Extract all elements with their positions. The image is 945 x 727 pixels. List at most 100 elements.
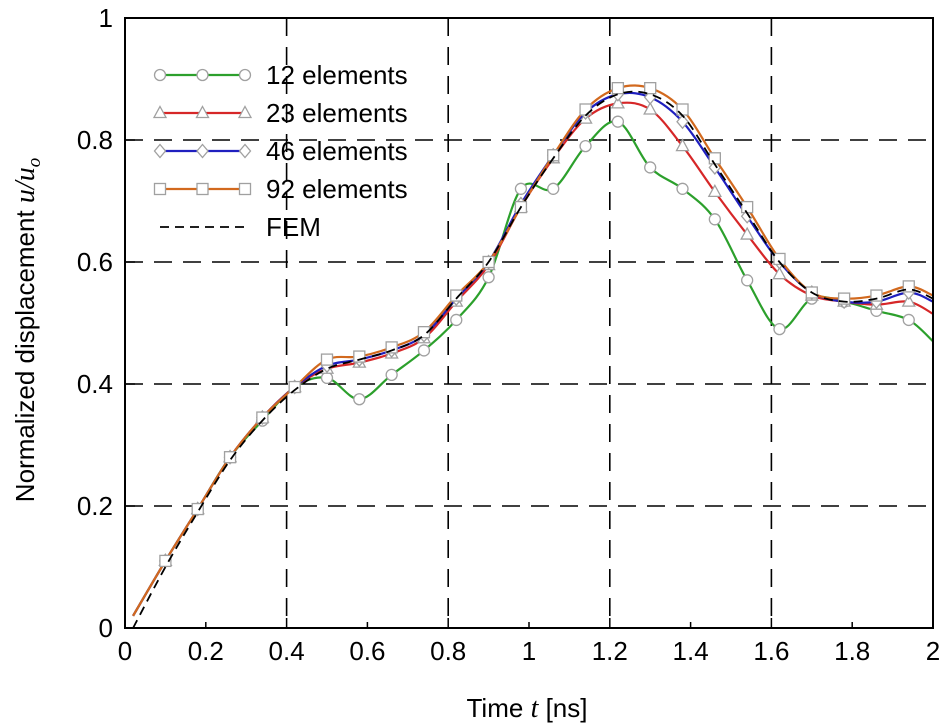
- legend-marker: [153, 68, 167, 82]
- data-point: [353, 393, 366, 406]
- data-point: [191, 502, 204, 516]
- data-point: [547, 149, 560, 162]
- data-point: [707, 183, 722, 198]
- series-12-elements: [132, 115, 934, 617]
- legend-label: 23 elements: [266, 98, 408, 128]
- data-point: [320, 371, 334, 385]
- series-layer: [132, 82, 934, 629]
- legend-marker: [196, 68, 209, 82]
- data-point: [741, 200, 754, 214]
- x-tick-label: 0.8: [430, 636, 466, 666]
- x-tick-label: 0: [118, 636, 132, 666]
- series-line: [132, 91, 934, 617]
- grid: [125, 18, 933, 628]
- series-fem: [132, 90, 934, 629]
- legend-item: FEM: [160, 212, 321, 242]
- data-point: [676, 114, 689, 130]
- legend-item: 23 elements: [152, 98, 408, 128]
- legend-item: 92 elements: [153, 174, 408, 204]
- data-point: [385, 368, 398, 382]
- data-point: [643, 101, 658, 115]
- legend-marker: [238, 143, 252, 159]
- data-point: [772, 266, 787, 280]
- data-point: [482, 271, 495, 284]
- data-point: [773, 322, 786, 336]
- data-point: [159, 554, 172, 568]
- y-tick-label: 0.4: [77, 369, 113, 399]
- data-point: [676, 103, 689, 116]
- y-tick-label: 1: [99, 3, 113, 33]
- data-point: [417, 325, 431, 339]
- data-point: [579, 139, 592, 153]
- data-point: [708, 152, 721, 165]
- data-point: [610, 95, 625, 109]
- x-tick-label: 0.2: [188, 636, 224, 666]
- data-point: [740, 226, 755, 240]
- x-tick-label: 1.2: [592, 636, 628, 666]
- data-point: [320, 353, 334, 366]
- data-point: [837, 292, 851, 305]
- x-tick-label: 1.6: [753, 636, 789, 666]
- data-point: [353, 350, 366, 363]
- data-point: [417, 344, 431, 357]
- y-tick-label: 0.2: [77, 491, 113, 521]
- data-point: [450, 289, 463, 302]
- x-tick-label: 0.6: [349, 636, 385, 666]
- data-point: [741, 274, 754, 287]
- legend-label: FEM: [266, 212, 321, 242]
- data-point: [773, 252, 786, 266]
- data-point: [611, 82, 625, 95]
- data-point: [901, 293, 916, 307]
- data-point: [611, 115, 625, 128]
- x-axis-title-prefix: Time: [467, 693, 531, 723]
- series-46-elements: [132, 86, 934, 617]
- x-tick-label: 1.4: [673, 636, 709, 666]
- legend-marker: [237, 105, 253, 119]
- legend-item: 12 elements: [153, 60, 408, 90]
- x-tick-label: 1.8: [834, 636, 870, 666]
- x-tick-label: 0.4: [269, 636, 305, 666]
- legend-marker: [195, 105, 210, 119]
- legend-marker: [238, 68, 252, 82]
- x-axis-title-suffix: [ns]: [538, 693, 587, 723]
- x-tick-label: 2: [926, 636, 940, 666]
- legend-label: 12 elements: [266, 60, 408, 90]
- data-point: [676, 182, 689, 195]
- x-axis-title-variable: t: [531, 693, 540, 724]
- y-axis-title-subscript: o: [24, 158, 45, 168]
- legend: 12 elements 23 elements 46 elements 92 elem…: [152, 60, 408, 242]
- data-point: [708, 213, 721, 226]
- data-point: [256, 411, 269, 424]
- data-point: [579, 103, 592, 116]
- data-point: [675, 138, 690, 152]
- data-point: [902, 313, 915, 327]
- legend-marker: [238, 182, 252, 196]
- legend-marker: [196, 143, 209, 159]
- legend-marker: [196, 182, 209, 196]
- y-axis-title: Normalized displacement u/uo: [10, 158, 45, 502]
- series-line: [132, 84, 934, 617]
- data-point: [450, 313, 463, 327]
- x-axis-title: Time t [ns]: [467, 693, 588, 724]
- series-line: [132, 120, 934, 617]
- data-point: [223, 451, 237, 464]
- series-line: [132, 90, 934, 629]
- y-tick-label: 0.8: [77, 125, 113, 155]
- data-point: [288, 380, 301, 394]
- series-line: [132, 101, 934, 617]
- ticks: [124, 17, 934, 629]
- data-point: [644, 161, 657, 174]
- legend-item: 46 elements: [153, 136, 408, 166]
- tick-labels: 0 0.2 0.4 0.6 0.8 1 1.2 1.4 1.6 1.8 2 0 0.2 0.4 0.6 0.8…: [77, 3, 940, 666]
- legend-marker: [153, 143, 167, 159]
- y-axis-title-prefix: Normalized displacement: [10, 203, 40, 502]
- y-tick-label: 0: [99, 613, 113, 643]
- legend-marker: [153, 182, 167, 196]
- legend-label: 92 elements: [266, 174, 408, 204]
- data-point: [514, 182, 528, 195]
- series-92-elements: [132, 82, 934, 617]
- data-point: [902, 280, 915, 293]
- legend-label: 46 elements: [266, 136, 408, 166]
- data-point: [547, 182, 560, 195]
